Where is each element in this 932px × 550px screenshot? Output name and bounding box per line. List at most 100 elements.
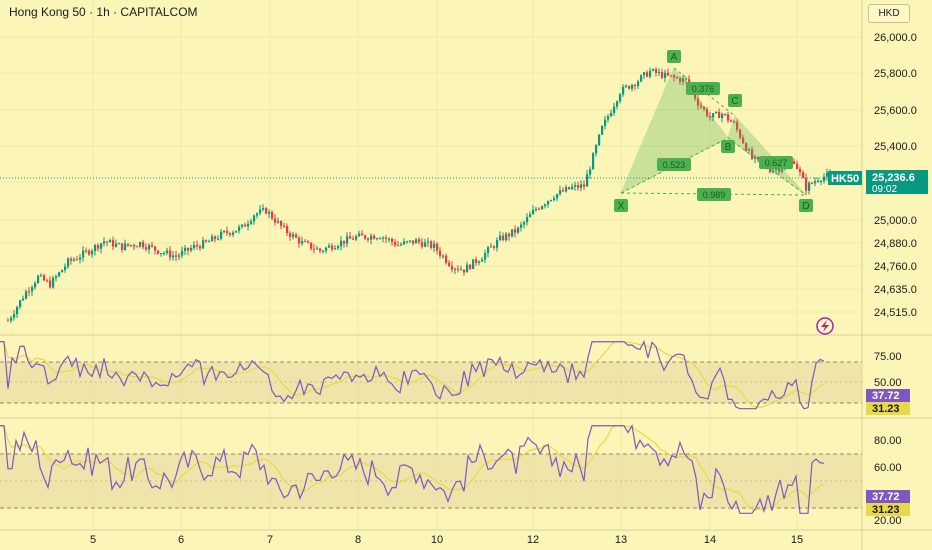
candle-body [61,270,64,273]
candle-body [685,78,688,80]
candle-body [586,174,589,187]
candle-body [166,250,169,254]
last-price-label: 25,236.6 [872,172,915,184]
candle-body [751,149,754,159]
time-axis[interactable]: 5 6 7 8 10 12 13 14 15 [90,534,803,546]
candle-body [46,280,49,282]
candle-body [622,86,625,95]
candle-body [244,224,247,227]
candle-body [781,169,784,172]
candle-body [16,306,19,315]
candle-body [652,69,655,71]
candle-body [343,240,346,244]
candle-body [394,241,397,246]
candle-body [511,229,514,237]
candle-body [175,255,178,257]
candle-body [661,72,664,78]
candle-body [745,143,748,151]
candle-body [292,234,295,237]
candle-body [724,113,727,115]
candle-body [673,75,676,78]
candle-body [427,241,430,243]
candle-body [388,238,391,240]
candle-body [103,241,106,244]
candle-body [631,84,634,89]
osc1-tick-label: 50.00 [874,377,902,389]
candle-body [778,168,781,172]
candle-body [682,78,685,82]
time-tick-label: 12 [527,534,539,546]
candle-body [328,245,331,248]
candle-body [238,226,241,231]
chart-title[interactable]: Hong Kong 50 · 1h · CAPITALCOM [9,5,198,19]
candle-body [256,213,259,216]
time-tick-label: 10 [431,534,443,546]
osc2-value-label: 37.72 [872,491,900,503]
symbol-tag-label: HK50 [831,173,859,185]
candle-body [214,236,217,240]
candle-body [373,235,376,239]
candle-body [424,242,427,247]
price-tick-label: 24,515.0 [874,307,917,319]
candle-body [823,176,826,181]
candle-body [280,220,283,226]
candle-body [277,220,280,223]
pattern-ratio-box [686,82,720,95]
candle-body [82,250,85,258]
candle-body [460,269,463,271]
candle-body [457,268,460,270]
candle-body [649,70,652,77]
candle-body [55,276,58,278]
candle-body [172,255,175,258]
candle-body [637,81,640,86]
candle-body [88,250,91,255]
candle-body [397,245,400,247]
pattern-ratio-box [697,188,731,201]
candle-body [553,198,556,200]
candle-body [700,105,703,108]
candle-body [136,246,139,248]
time-tick-label: 7 [267,534,273,546]
candle-body [556,193,559,199]
candle-body [7,320,10,322]
time-tick-label: 14 [704,534,716,546]
candle-body [385,237,388,239]
candle-body [301,241,304,244]
pattern-point-c [728,94,742,107]
candle-body [142,242,145,248]
candle-body [733,121,736,123]
time-tick-label: 13 [615,534,627,546]
candle-body [796,163,799,169]
candle-body [406,241,409,243]
candle-body [133,245,136,247]
candle-body [250,221,253,224]
candle-body [370,235,373,240]
harmonic-pattern[interactable]: X A B C D 0.376 0.523 0.627 0.989 [614,50,834,335]
pattern-point-label-a: A [671,52,678,63]
candle-body [664,72,667,78]
candle-body [529,214,532,218]
candle-body [559,190,562,194]
candle-body [157,250,160,254]
candle-body [52,277,55,288]
candle-body [70,258,73,261]
price-axis[interactable]: 26,000.025,800.025,600.025,400.025,200.0… [828,32,928,527]
osc2-value-tag [866,490,910,503]
candle-body [295,234,298,238]
candle-body [550,199,553,201]
osc1-value-label: 37.72 [872,390,900,402]
candle-body [811,182,814,184]
pattern-point-label-x: X [618,201,625,212]
candle-body [592,153,595,170]
currency-button[interactable]: HKD [868,4,910,23]
candle-body [478,261,481,263]
candle-body [523,222,526,225]
candle-body [676,77,679,79]
candle-body [13,314,16,318]
candle-body [19,300,22,307]
candle-body [736,122,739,130]
candle-body [22,298,25,301]
candle-body [226,230,229,234]
candle-body [604,119,607,126]
candle-body [799,168,802,173]
